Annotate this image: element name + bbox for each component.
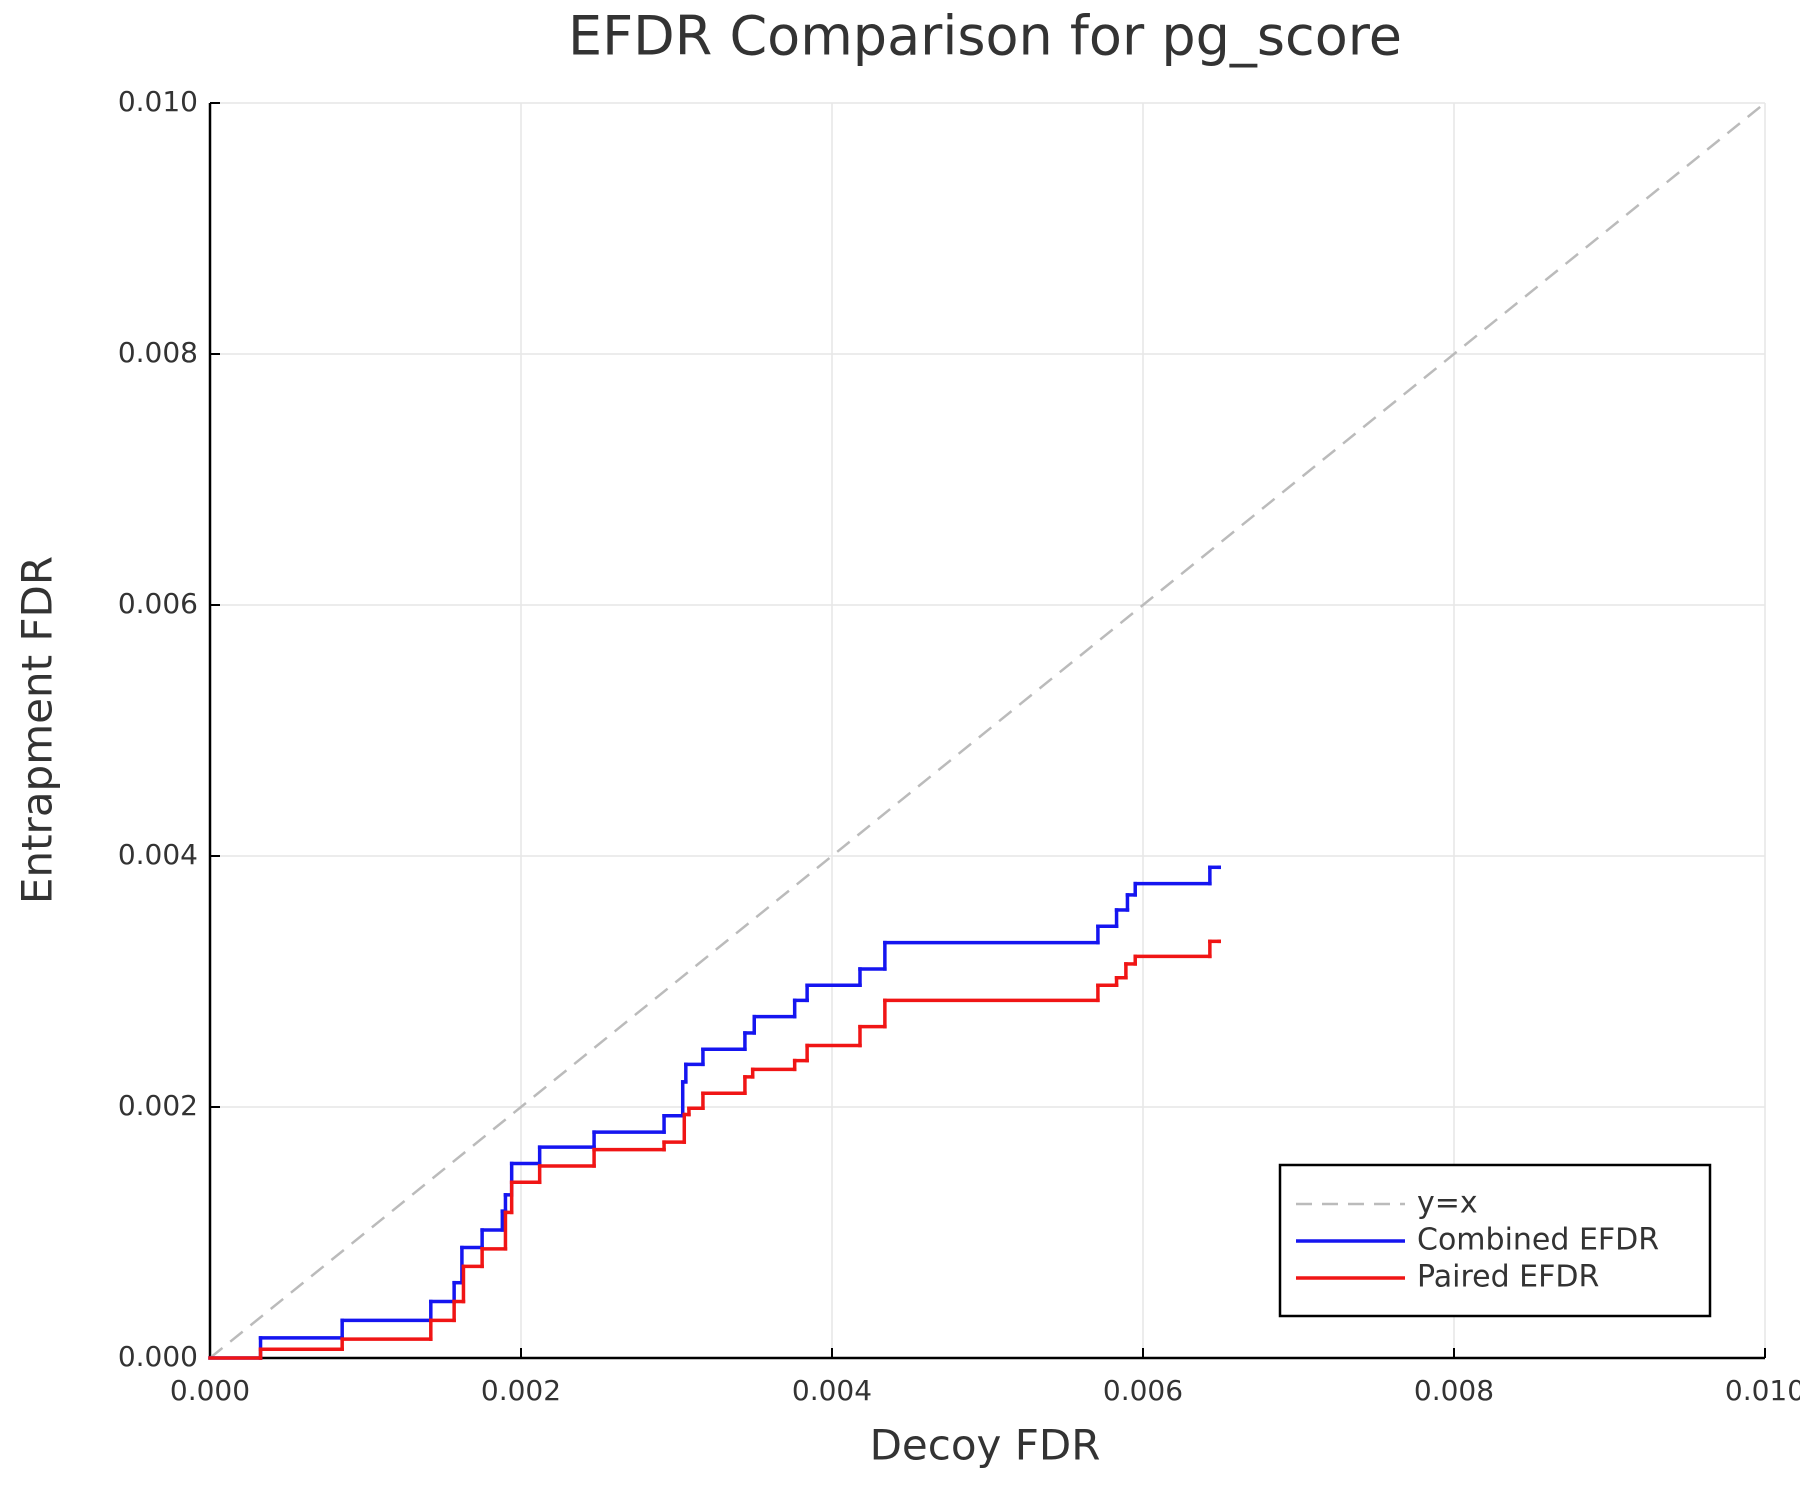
x-tick-label: 0.008 <box>1414 1374 1494 1407</box>
y-tick-label: 0.004 <box>118 838 198 871</box>
y-tick-label: 0.000 <box>118 1340 198 1373</box>
y-tick-label: 0.002 <box>118 1089 198 1122</box>
x-tick-label: 0.002 <box>481 1374 561 1407</box>
y-tick-label: 0.010 <box>118 85 198 118</box>
x-tick-label: 0.000 <box>170 1374 250 1407</box>
chart-title: EFDR Comparison for pg_score <box>568 5 1402 68</box>
legend-label: Paired EFDR <box>1417 1260 1599 1295</box>
x-axis-label: Decoy FDR <box>870 1421 1101 1470</box>
y-tick-label: 0.008 <box>118 336 198 369</box>
legend-label: Combined EFDR <box>1417 1223 1659 1258</box>
y-axis-label: Entrapment FDR <box>13 556 62 904</box>
legend-label: y=x <box>1417 1186 1478 1221</box>
x-tick-label: 0.010 <box>1725 1374 1800 1407</box>
series-line <box>209 102 1766 1359</box>
x-tick-label: 0.006 <box>1103 1374 1183 1407</box>
x-tick-label: 0.004 <box>792 1374 872 1407</box>
y-tick-label: 0.006 <box>118 587 198 620</box>
